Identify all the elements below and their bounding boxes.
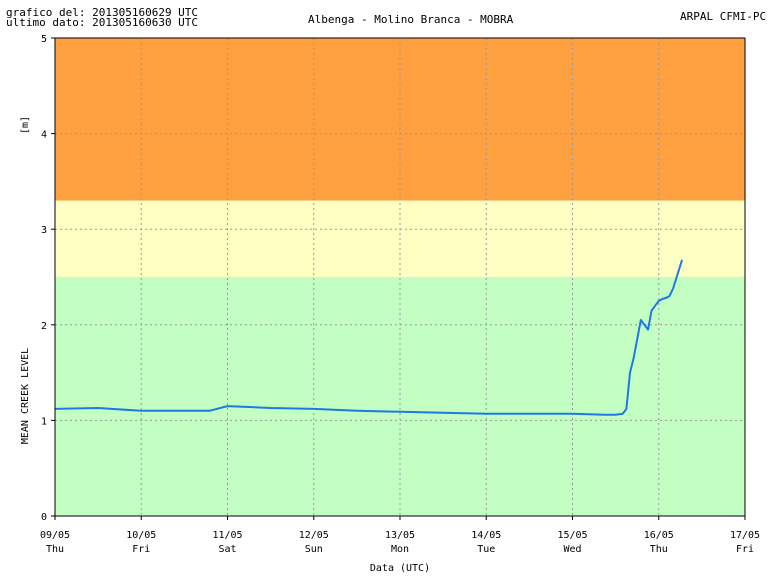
- x-tick-date: 14/05: [471, 530, 501, 541]
- x-tick-day: Mon: [391, 544, 409, 555]
- x-tick-date: 11/05: [212, 530, 242, 541]
- x-tick-date: 16/05: [644, 530, 674, 541]
- y-tick-label: 5: [41, 34, 47, 45]
- level-series-line: [54, 259, 684, 416]
- x-tick-day: Sun: [305, 544, 323, 555]
- x-tick-day: Wed: [563, 544, 581, 555]
- x-tick-day: Thu: [650, 544, 668, 555]
- y-tick-label: 4: [41, 130, 47, 141]
- chart-date-text: grafico del: 201305160629 UTC: [6, 6, 199, 19]
- last-data-text: ultimo dato: 201305160630 UTC: [6, 16, 199, 29]
- x-tick-date: 13/05: [385, 530, 415, 541]
- y-tick-label: 1: [41, 416, 47, 427]
- station-title: Albenga - Molino Branca - MOBRA: [308, 13, 514, 26]
- y-tick-label: 0: [41, 512, 47, 523]
- x-tick-date: 12/05: [299, 530, 329, 541]
- agency-label: ARPAL CFMI-PC: [680, 10, 767, 23]
- x-tick-date: 15/05: [557, 530, 587, 541]
- x-tick-date: 09/05: [40, 530, 70, 541]
- y-tick-label: 3: [41, 225, 47, 236]
- y-unit-label: [m]: [20, 116, 31, 134]
- x-tick-day: Sat: [218, 544, 236, 555]
- x-tick-day: Fri: [736, 544, 754, 555]
- y-axis-label: MEAN CREEK LEVEL: [20, 348, 31, 444]
- band-low: [55, 277, 745, 516]
- x-tick-day: Tue: [477, 544, 495, 555]
- x-axis-label: Data (UTC): [370, 563, 430, 574]
- y-tick-label: 2: [41, 321, 47, 332]
- x-tick-day: Fri: [132, 544, 150, 555]
- x-tick-date: 10/05: [126, 530, 156, 541]
- x-tick-date: 17/05: [730, 530, 760, 541]
- x-tick-day: Thu: [46, 544, 64, 555]
